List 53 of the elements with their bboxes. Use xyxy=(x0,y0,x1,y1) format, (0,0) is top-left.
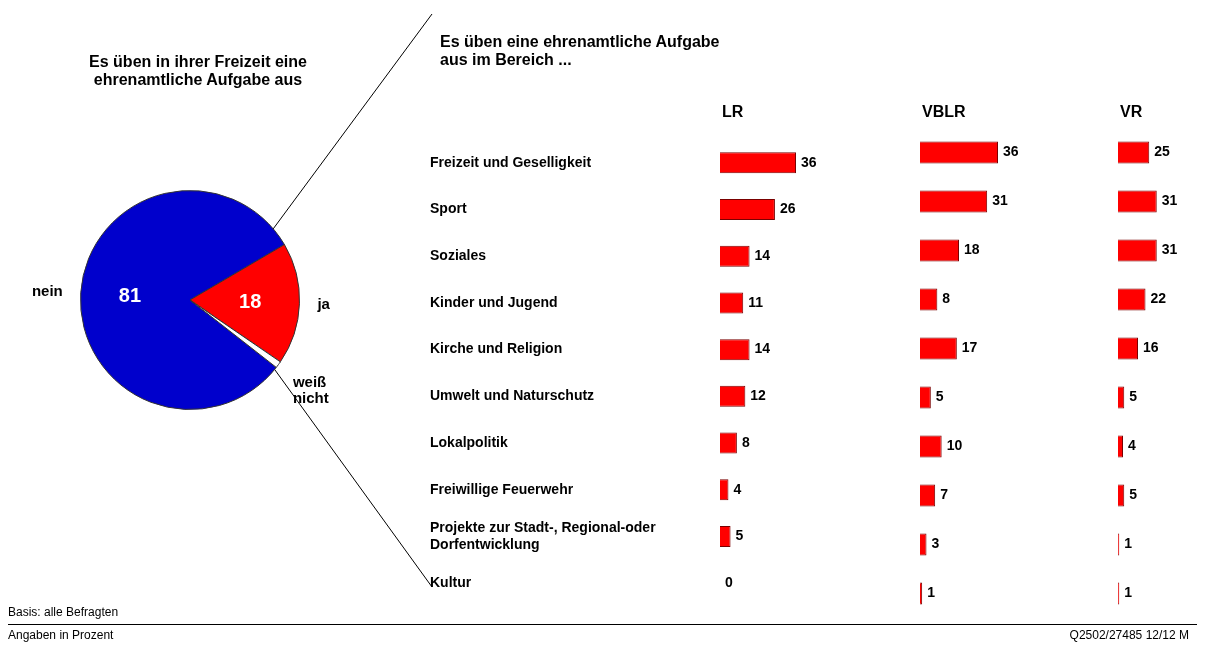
data-label: 5 xyxy=(935,388,944,405)
data-label: 5 xyxy=(1129,388,1138,405)
y-tick-label: Lokalpolitik xyxy=(430,433,508,450)
data-label: 36 xyxy=(1003,143,1019,160)
data-label: 31 xyxy=(992,192,1008,209)
data-label: 10 xyxy=(946,437,963,454)
data-label: 16 xyxy=(1143,339,1159,356)
y-tick-label: Soziales xyxy=(430,247,487,264)
data-label: 0 xyxy=(725,574,733,591)
data-label: 17 xyxy=(961,339,978,356)
text: Q2502/27485 12/12 M xyxy=(1069,628,1189,642)
chart-title: VBLR xyxy=(922,103,966,121)
y-tick-label: Kinder und Jugend xyxy=(430,293,558,310)
data-label: 3 xyxy=(931,535,940,552)
data-label: 31 xyxy=(1161,241,1178,258)
data-label: 1 xyxy=(1124,535,1133,552)
data-label: 8 xyxy=(741,433,750,450)
data-label: 7 xyxy=(940,486,949,503)
data-label: 11 xyxy=(748,293,764,310)
data-label: 1 xyxy=(927,584,936,601)
data-label: 5 xyxy=(735,527,744,544)
y-tick-label: Kirche und Religion xyxy=(430,340,563,357)
data-label: 31 xyxy=(1161,192,1178,209)
data-label: 8 xyxy=(942,290,951,307)
text: Angaben in Prozent xyxy=(8,628,114,642)
data-label: 14 xyxy=(754,247,771,264)
data-label: 14 xyxy=(754,340,771,357)
y-tick-label: Kultur xyxy=(430,574,472,591)
data-label: 36 xyxy=(801,153,817,170)
slice-label: nein xyxy=(31,281,63,299)
slice-label: weiß nicht xyxy=(291,373,329,407)
data-label: 5 xyxy=(1129,486,1138,503)
text: Basis: alle Befragten xyxy=(8,605,119,619)
data-label: 22 xyxy=(1150,290,1167,307)
data-label: 18 xyxy=(239,289,262,312)
data-label: 25 xyxy=(1154,143,1171,160)
text: Es üben eine ehrenamtliche Aufgabe aus im Bereich ... xyxy=(440,33,721,69)
chart-title: Es üben in ihrer Freizeit eine ehrenamtliche Aufgabe aus xyxy=(88,53,308,89)
data-label: 26 xyxy=(779,200,796,217)
y-tick-label: Freizeit und Geselligkeit xyxy=(430,153,592,170)
y-tick-label: Umwelt und Naturschutz xyxy=(430,387,595,404)
data-label: 81 xyxy=(118,283,142,306)
data-label: 18 xyxy=(964,241,980,258)
data-label: 1 xyxy=(1124,584,1133,601)
chart-subtitle: LR xyxy=(722,103,744,121)
slice-label: ja xyxy=(316,294,331,312)
data-label: 4 xyxy=(1128,437,1136,454)
chart-title: VR xyxy=(1120,103,1143,121)
y-tick-label: Sport xyxy=(430,200,467,217)
data-label: 4 xyxy=(733,480,742,497)
y-tick-label: Freiwillige Feuerwehr xyxy=(430,480,574,497)
y-tick-label: Projekte zur Stadt-, Regional-oder Dorfentwicklung xyxy=(430,518,657,552)
data-label: 12 xyxy=(750,387,767,404)
